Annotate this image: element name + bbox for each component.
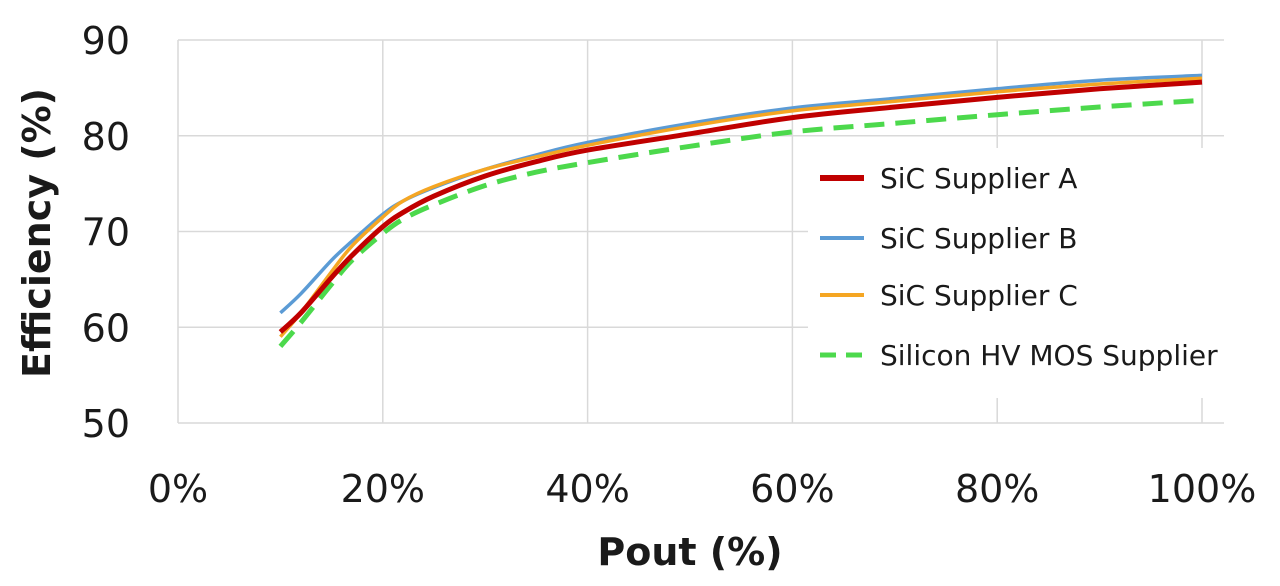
x-tick-labels: 0% 20% 40% 60% 80% 100% (148, 467, 1256, 511)
legend: SiC Supplier A SiC Supplier B SiC Supplier… (808, 148, 1278, 398)
x-tick-label: 20% (341, 467, 425, 511)
y-tick-label: 70 (82, 211, 130, 255)
x-tick-label: 0% (148, 467, 208, 511)
series-line-4 (278, 97, 1203, 349)
series-line-1 (278, 79, 1203, 334)
y-axis-title: Efficiency (%) (15, 88, 59, 378)
legend-label: SiC Supplier B (880, 222, 1077, 255)
legend-label: Silicon HV MOS Supplier (880, 339, 1218, 372)
legend-background (808, 148, 1278, 398)
x-tick-label: 60% (750, 467, 834, 511)
x-axis-title: Pout (%) (597, 530, 782, 574)
y-tick-label: 60 (82, 306, 130, 350)
series-lines (278, 73, 1203, 349)
y-tick-label: 50 (82, 402, 130, 446)
x-tick-label: 40% (545, 467, 629, 511)
legend-label: SiC Supplier C (880, 279, 1078, 312)
series-line-2 (279, 73, 1203, 315)
legend-label: SiC Supplier A (880, 162, 1077, 195)
y-tick-label: 90 (82, 19, 130, 63)
x-tick-label: 100% (1148, 467, 1257, 511)
y-tick-label: 80 (82, 115, 130, 159)
y-tick-labels: 50 60 70 80 90 (82, 19, 130, 446)
series-line-3 (279, 76, 1203, 338)
x-tick-label: 80% (955, 467, 1039, 511)
